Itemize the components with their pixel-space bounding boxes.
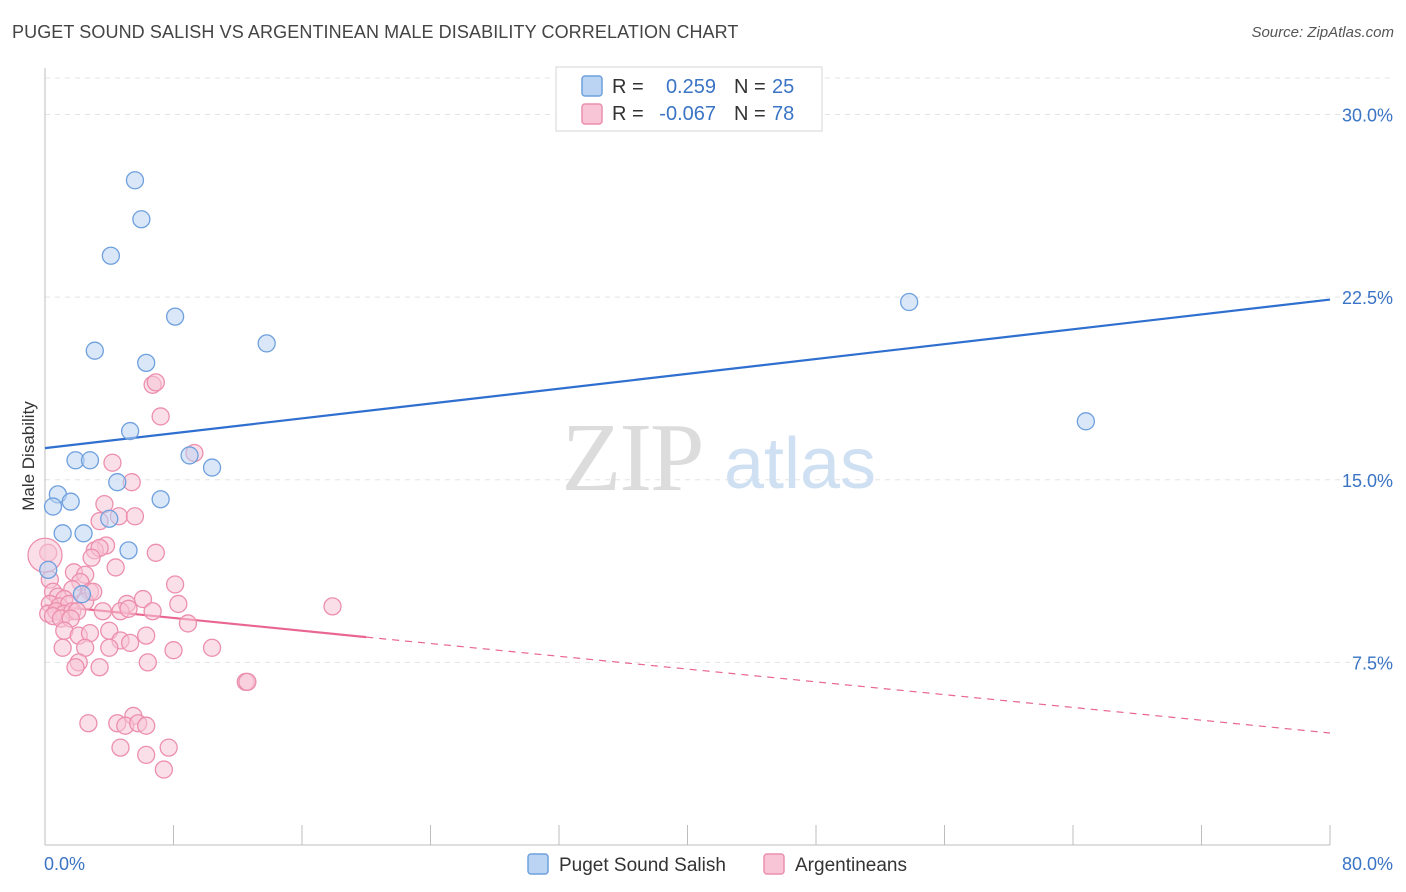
chart-title: PUGET SOUND SALISH VS ARGENTINEAN MALE D…	[12, 22, 739, 42]
argentinean-point	[323, 597, 342, 616]
argentinean-point	[238, 672, 257, 692]
legend-n-label-1: N =	[734, 76, 766, 98]
argentinean-point	[143, 602, 162, 621]
legend-r-value-1: 0.259	[666, 76, 716, 98]
argentinean-point	[120, 633, 140, 653]
puget-point	[119, 541, 138, 560]
puget-point	[101, 246, 121, 265]
bottom-legend-swatch-argentinean	[763, 853, 785, 875]
watermark: ZIP atlas	[562, 404, 877, 512]
argentinean-point	[100, 638, 119, 657]
legend-n-value-2: 78	[772, 103, 794, 125]
argentinean-point	[154, 760, 174, 779]
bottom-legend: Puget Sound Salish Argentineans	[527, 853, 907, 876]
bottom-legend-swatch-puget	[527, 853, 549, 875]
argentinean-point	[138, 653, 157, 672]
puget-point	[165, 307, 185, 326]
argentinean-point	[169, 594, 188, 614]
puget-point	[72, 585, 92, 604]
puget-point	[43, 497, 63, 516]
puget-point	[900, 292, 919, 312]
argentinean-point	[146, 373, 165, 392]
y-tick-label: 7.5%	[1352, 653, 1393, 673]
argentinean-point	[151, 407, 170, 426]
y-tick-label: 30.0%	[1342, 106, 1393, 126]
argentinean-point	[79, 714, 98, 733]
argentinean-point	[137, 716, 156, 735]
argentinean-point	[103, 453, 122, 472]
watermark-zip: ZIP	[562, 404, 703, 512]
source-label: Source: ZipAtlas.com	[1251, 24, 1394, 41]
puget-point	[151, 490, 170, 509]
puget-point	[80, 451, 100, 470]
puget-point	[180, 446, 199, 465]
legend-swatch-puget	[581, 75, 603, 97]
x-tick-labels: 0.0% 80.0%	[44, 854, 1393, 874]
y-axis-label: Male Disability	[19, 401, 38, 511]
watermark-atlas: atlas	[724, 424, 876, 504]
legend-box: R = 0.259 N = 25 R = -0.067 N = 78	[555, 66, 823, 132]
puget-point	[74, 524, 93, 543]
data-points	[27, 171, 1095, 779]
legend-swatch-argentinean	[581, 103, 603, 125]
puget-point	[1076, 412, 1095, 431]
puget-point	[53, 524, 72, 543]
argentinean-point	[93, 602, 112, 621]
argentinean-point	[66, 658, 85, 677]
puget-point	[39, 560, 58, 580]
y-tick-labels: 7.5% 15.0% 22.5% 30.0%	[1342, 106, 1393, 674]
legend-n-value-1: 25	[772, 76, 794, 98]
puget-point	[132, 210, 151, 229]
puget-point	[61, 492, 80, 511]
trend-line-0	[44, 298, 1331, 450]
legend-r-label-2: R =	[612, 103, 644, 125]
puget-point	[257, 334, 276, 353]
y-tick-label: 15.0%	[1342, 471, 1393, 491]
puget-point	[120, 421, 140, 441]
argentinean-point	[202, 638, 222, 657]
argentinean-point	[178, 614, 198, 633]
argentinean-point	[53, 638, 72, 657]
puget-point	[85, 341, 104, 360]
bottom-legend-label-argentinean: Argentineans	[795, 855, 907, 876]
y-tick-label: 22.5%	[1342, 288, 1393, 308]
x-tick-label: 0.0%	[44, 854, 85, 874]
puget-point	[125, 171, 145, 190]
axes	[44, 68, 1331, 846]
legend-r-label-1: R =	[612, 76, 644, 98]
argentinean-point	[146, 543, 165, 562]
argentinean-point	[125, 507, 145, 526]
trend-lines	[44, 298, 1331, 734]
legend-r-value-2: -0.067	[659, 103, 716, 125]
puget-point	[108, 473, 127, 492]
argentinean-point	[159, 738, 178, 757]
argentinean-point	[119, 599, 138, 618]
argentinean-point	[90, 658, 109, 677]
puget-point	[202, 458, 222, 477]
argentinean-point	[137, 626, 156, 645]
argentinean-point	[106, 558, 125, 577]
argentinean-point	[111, 738, 130, 757]
puget-point	[100, 509, 119, 528]
argentinean-point	[137, 745, 156, 765]
puget-point	[137, 353, 156, 373]
argentinean-point	[82, 548, 101, 567]
argentinean-point	[165, 575, 185, 594]
trend-line-extension-1	[366, 636, 1331, 734]
legend-n-label-2: N =	[734, 103, 766, 125]
argentinean-point	[164, 641, 183, 660]
bottom-legend-label-puget: Puget Sound Salish	[559, 855, 726, 876]
x-tick-label: 80.0%	[1342, 854, 1393, 874]
